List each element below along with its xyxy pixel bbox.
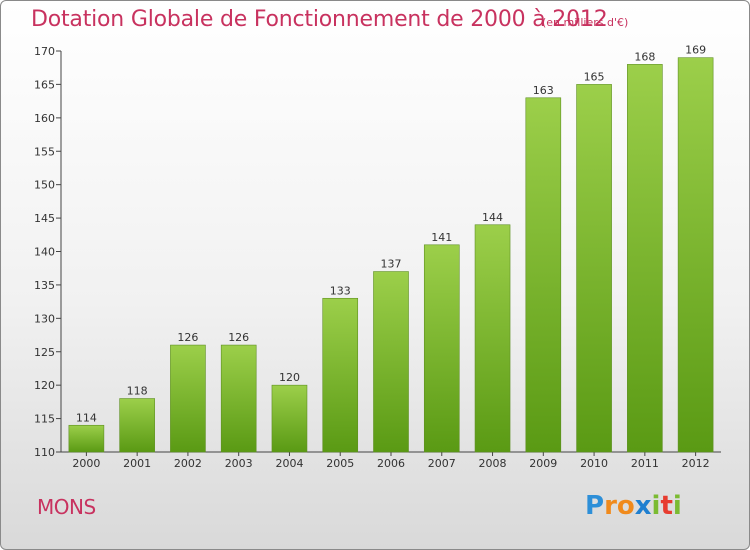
x-tick-label: 2010 bbox=[580, 457, 608, 470]
logo-letter: o bbox=[616, 491, 635, 521]
x-tick-label: 2000 bbox=[72, 457, 100, 470]
bar bbox=[322, 297, 359, 453]
y-tick-label: 115 bbox=[34, 413, 55, 426]
bar-value-label: 168 bbox=[634, 50, 655, 63]
bar-value-label: 120 bbox=[279, 371, 300, 384]
y-tick-label: 165 bbox=[34, 78, 55, 91]
bar-value-label: 126 bbox=[228, 331, 249, 344]
y-tick-label: 140 bbox=[34, 246, 55, 259]
bars bbox=[68, 57, 714, 453]
bar bbox=[677, 57, 714, 453]
x-tick-label: 2003 bbox=[225, 457, 253, 470]
y-tick-label: 125 bbox=[34, 346, 55, 359]
chart-subtitle: (en milliers d'€) bbox=[542, 16, 629, 29]
labels: 2000 114 2001 118 2002 126 2003 126 2004 120 2005 1… bbox=[72, 44, 709, 470]
bar-value-label: 169 bbox=[685, 44, 706, 57]
bar bbox=[170, 344, 206, 453]
bar-value-label: 133 bbox=[330, 284, 351, 297]
y-tick-label: 150 bbox=[34, 179, 55, 192]
x-tick-label: 2007 bbox=[428, 457, 456, 470]
y-tick-label: 110 bbox=[34, 446, 55, 459]
y-tick-label: 135 bbox=[34, 279, 55, 292]
logo-letter: P bbox=[585, 491, 605, 521]
x-tick-label: 2002 bbox=[174, 457, 202, 470]
bar bbox=[423, 244, 460, 453]
bar bbox=[627, 64, 663, 453]
y-tick-label: 120 bbox=[34, 379, 55, 392]
bar bbox=[576, 84, 612, 453]
y-tick-label: 160 bbox=[34, 112, 55, 125]
y-tick-label: 155 bbox=[34, 145, 55, 158]
bar-value-label: 165 bbox=[584, 70, 605, 83]
bar-value-label: 118 bbox=[127, 385, 148, 398]
x-tick-label: 2006 bbox=[377, 457, 405, 470]
y-tick-label: 145 bbox=[34, 212, 55, 225]
x-tick-label: 2005 bbox=[326, 457, 354, 470]
logo-letter: t bbox=[660, 491, 673, 521]
bar bbox=[68, 424, 105, 453]
proxiti-logo: Proxiti bbox=[585, 491, 682, 521]
bar bbox=[474, 224, 511, 453]
x-tick-label: 2008 bbox=[479, 457, 507, 470]
logo-letter: i bbox=[672, 491, 682, 521]
bar-value-label: 141 bbox=[431, 231, 452, 244]
chart-title: Dotation Globale de Fonctionnement de 20… bbox=[31, 7, 608, 32]
bar-value-label: 114 bbox=[76, 411, 97, 424]
bar bbox=[220, 344, 257, 453]
x-tick-label: 2004 bbox=[275, 457, 303, 470]
logo-letter: r bbox=[604, 491, 617, 521]
logo-letter: x bbox=[634, 491, 652, 521]
logo-letter: i bbox=[651, 491, 661, 521]
x-tick-label: 2001 bbox=[123, 457, 151, 470]
place-name: MONS bbox=[37, 495, 96, 519]
bar-value-label: 163 bbox=[533, 84, 554, 97]
bar-value-label: 137 bbox=[381, 258, 402, 271]
bar-value-label: 126 bbox=[177, 331, 198, 344]
bar-value-label: 144 bbox=[482, 211, 503, 224]
bar bbox=[271, 384, 308, 453]
axes: 110 115 120 125 130 135 140 145 150 155 160 165 170 bbox=[34, 45, 721, 459]
y-tick-label: 170 bbox=[34, 45, 55, 58]
y-tick-label: 130 bbox=[34, 312, 55, 325]
x-tick-label: 2011 bbox=[631, 457, 659, 470]
bar bbox=[525, 97, 562, 453]
bar bbox=[373, 271, 409, 453]
bar bbox=[119, 398, 155, 453]
x-tick-label: 2012 bbox=[682, 457, 710, 470]
x-tick-label: 2009 bbox=[529, 457, 557, 470]
